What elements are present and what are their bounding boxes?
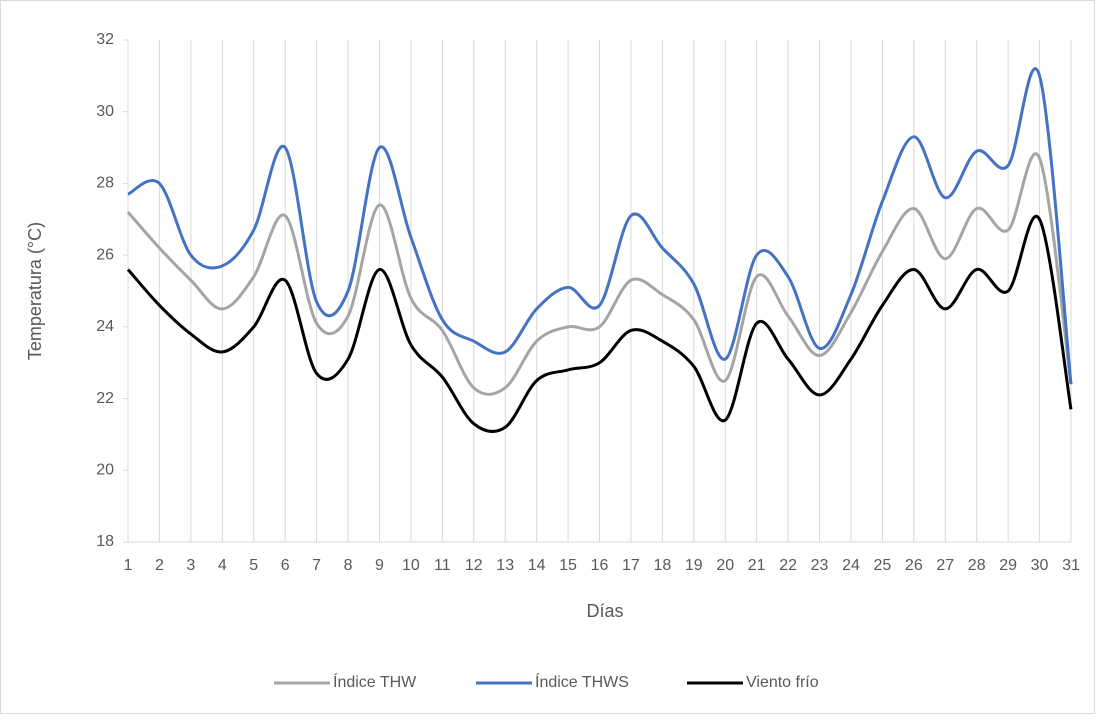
x-tick-label: 9 — [375, 557, 384, 574]
y-tick-label: 28 — [96, 175, 114, 192]
x-tick-label: 4 — [218, 557, 227, 574]
legend-label: Viento frío — [746, 674, 819, 691]
x-tick-label: 19 — [685, 557, 703, 574]
y-tick-label: 24 — [96, 318, 114, 335]
line — [127, 67, 1073, 385]
x-tick-label: 13 — [496, 557, 514, 574]
x-tick-label: 24 — [842, 557, 860, 574]
x-tick-label: 27 — [936, 557, 954, 574]
x-tick-label: 30 — [1031, 557, 1049, 574]
x-tick-label: 6 — [281, 557, 290, 574]
x-tick-label: 7 — [312, 557, 321, 574]
legend-label: Índice THWS — [535, 672, 629, 691]
x-tick-label: 11 — [434, 557, 451, 574]
x-tick-label: 26 — [905, 557, 923, 574]
x-tick-label: 17 — [622, 557, 640, 574]
y-tick-label: 18 — [96, 533, 114, 550]
x-tick-label: 28 — [968, 557, 986, 574]
x-tick-label: 23 — [811, 557, 829, 574]
line — [126, 214, 1073, 433]
x-tick-label: 18 — [653, 557, 671, 574]
x-tick-label: 25 — [874, 557, 892, 574]
y-tick-label: 30 — [96, 103, 114, 120]
y-tick-label: 20 — [96, 462, 114, 479]
x-tick-label: 22 — [779, 557, 797, 574]
x-tick-label: 20 — [716, 557, 734, 574]
x-tick-label: 12 — [465, 557, 483, 574]
legend-label: Índice THW — [333, 672, 417, 691]
x-tick-label: 3 — [186, 557, 195, 574]
line — [126, 152, 1073, 396]
y-axis-label: Temperatura (°C) — [25, 222, 45, 360]
x-tick-label: 14 — [528, 557, 546, 574]
x-axis-label: Días — [586, 601, 623, 621]
y-tick-label: 22 — [96, 390, 114, 407]
x-tick-label: 1 — [124, 557, 133, 574]
x-tick-label: 8 — [344, 557, 353, 574]
x-tick-label: 5 — [249, 557, 258, 574]
x-tick-label: 16 — [591, 557, 609, 574]
x-tick-label: 2 — [155, 557, 164, 574]
y-tick-label: 26 — [96, 246, 114, 263]
x-tick-label: 31 — [1062, 557, 1080, 574]
y-tick-label: 32 — [96, 31, 114, 48]
x-tick-label: 21 — [748, 557, 766, 574]
x-tick-label: 10 — [402, 557, 420, 574]
x-tick-label: 29 — [999, 557, 1017, 574]
x-tick-label: 15 — [559, 557, 577, 574]
